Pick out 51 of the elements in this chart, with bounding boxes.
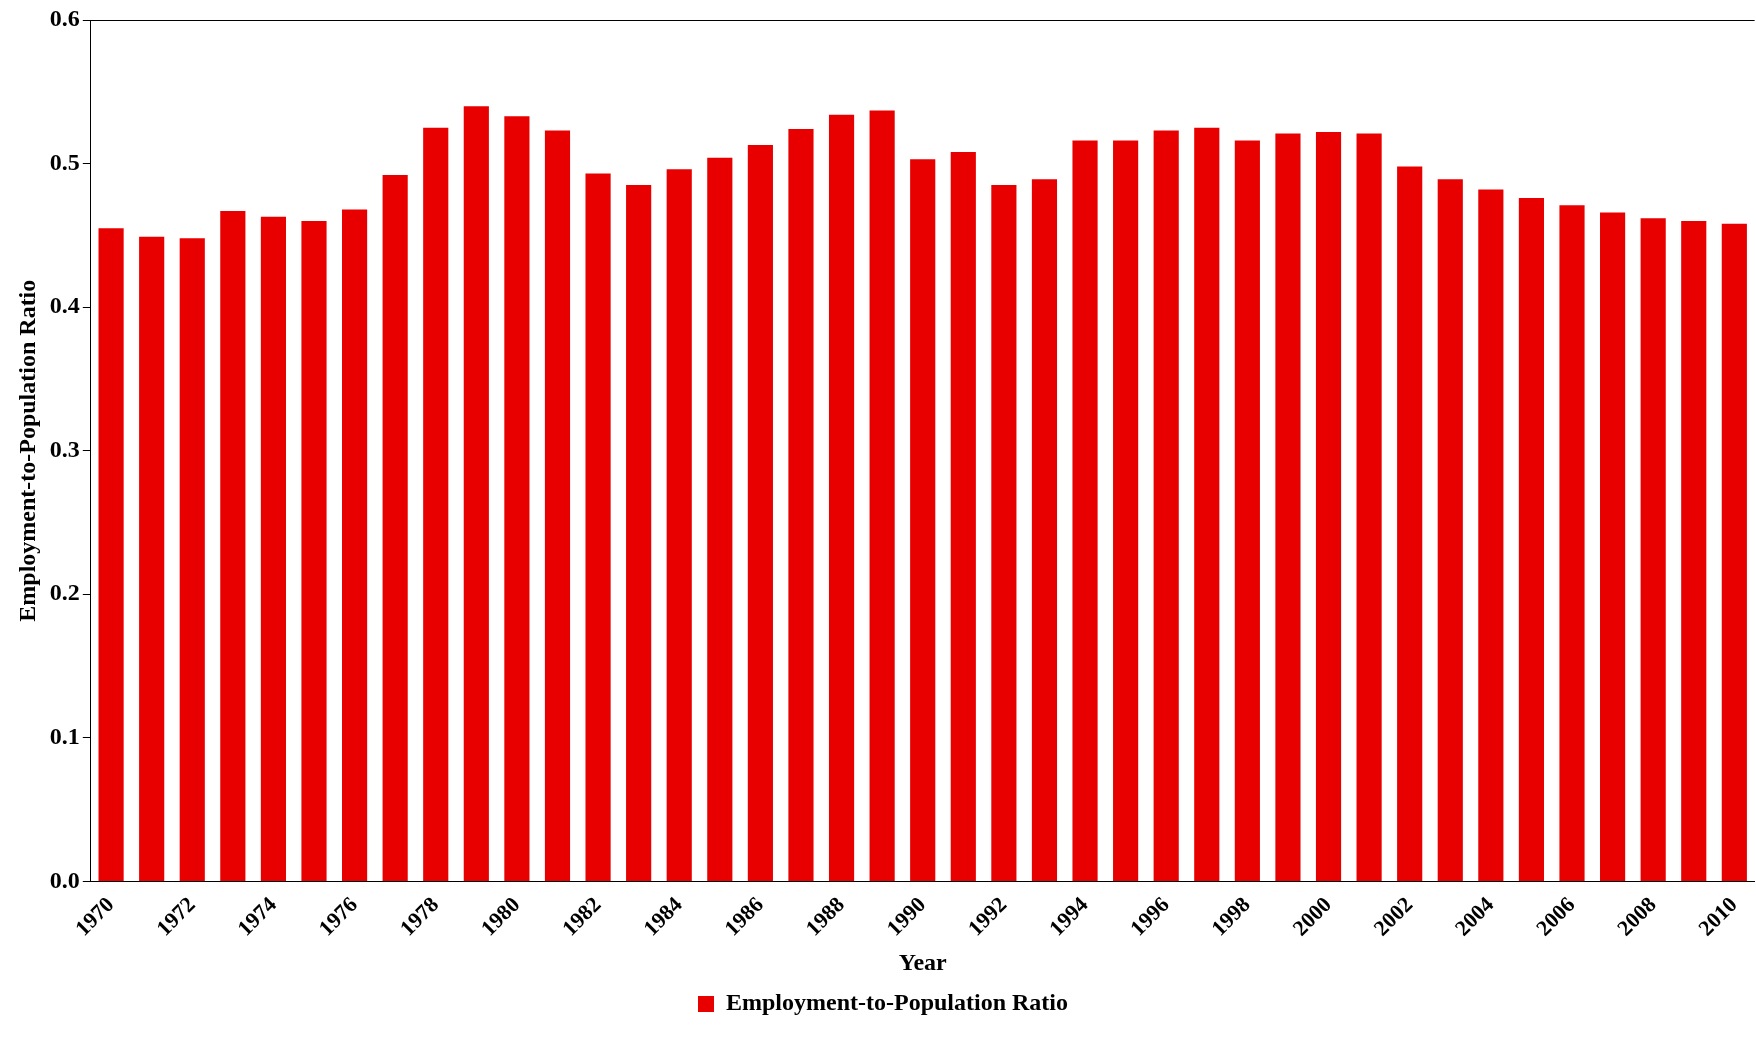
y-tick-label: 0.5: [49, 148, 80, 175]
bar: [1518, 198, 1545, 881]
bar: [747, 144, 773, 881]
bar: [179, 238, 205, 881]
bar: [1681, 221, 1707, 881]
bar: [1031, 179, 1058, 881]
y-tick-label: 0.3: [49, 435, 80, 462]
bar: [991, 185, 1017, 881]
y-tick-label: 0.6: [49, 5, 80, 32]
bar: [1194, 127, 1220, 881]
bar: [1315, 131, 1342, 881]
y-tick-label: 0.1: [49, 723, 80, 750]
bar: [1600, 212, 1626, 881]
y-axis-title: Employment-to-Population Ratio: [13, 279, 40, 622]
bar: [910, 159, 936, 881]
bar: [382, 175, 408, 881]
bar: [950, 152, 976, 881]
bar: [544, 130, 571, 881]
y-tick-label: 0.2: [49, 579, 80, 606]
bar: [1437, 179, 1463, 881]
bar: [585, 173, 611, 881]
bar: [423, 127, 449, 881]
bar: [463, 106, 489, 881]
y-tick-label: 0.4: [49, 292, 80, 319]
bar: [504, 116, 530, 881]
bar: [1559, 205, 1585, 881]
bar: [626, 185, 652, 881]
bar: [342, 209, 368, 881]
bar: [1234, 140, 1260, 881]
bar: [1275, 133, 1301, 881]
bar: [260, 216, 286, 881]
bar: [1397, 166, 1423, 881]
bar: [788, 129, 814, 881]
bar: [869, 110, 895, 881]
legend-label: Employment-to-Population Ratio: [726, 989, 1068, 1016]
bar: [1113, 140, 1139, 881]
bar: [1721, 223, 1747, 881]
bar: [1640, 218, 1666, 881]
bar: [1072, 140, 1098, 881]
bar: [98, 228, 124, 881]
bar: [666, 169, 692, 881]
bar: [707, 157, 733, 881]
bar: [1356, 133, 1382, 881]
y-tick-label: 0.0: [49, 866, 80, 893]
bar: [1153, 130, 1179, 881]
bar: [139, 236, 165, 881]
bar: [828, 114, 855, 881]
bar: [301, 221, 327, 881]
x-axis-title: Year: [898, 948, 948, 975]
bar: [220, 210, 246, 881]
bar: [1478, 189, 1504, 881]
